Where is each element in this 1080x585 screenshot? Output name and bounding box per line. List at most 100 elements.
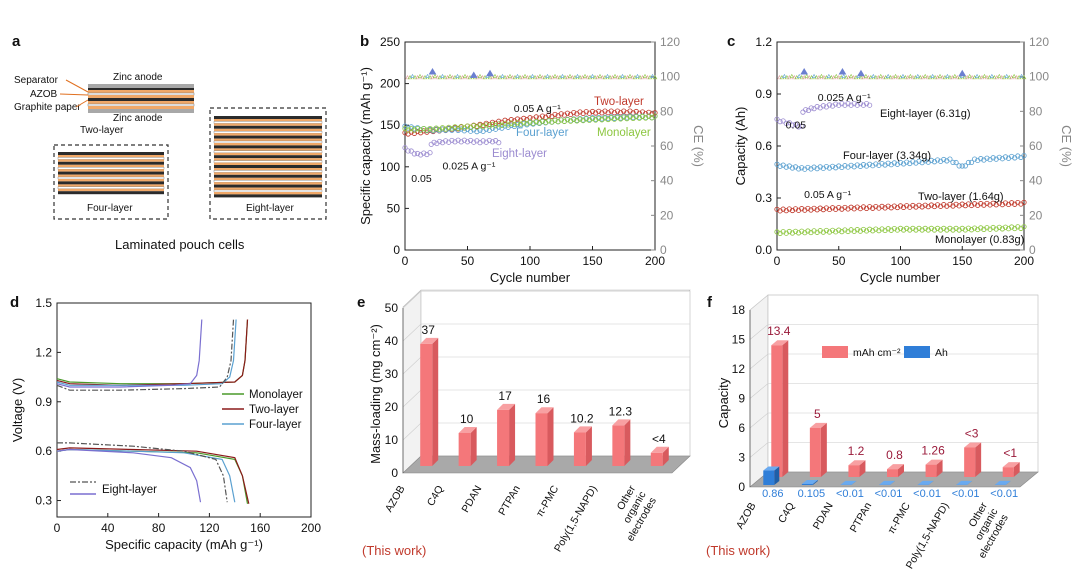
y-tick-label: 250 bbox=[380, 35, 400, 49]
y-tick-label: 0 bbox=[391, 466, 398, 480]
data-point bbox=[984, 155, 990, 161]
stack-layer bbox=[58, 152, 164, 155]
y-tick-label: 18 bbox=[732, 303, 746, 317]
gridline bbox=[749, 353, 1038, 370]
data-point bbox=[941, 156, 947, 163]
x-tick-label: 0 bbox=[54, 521, 61, 535]
data-point bbox=[845, 101, 851, 107]
ce-marker bbox=[848, 73, 854, 78]
ce-marker bbox=[435, 75, 440, 80]
ce-marker bbox=[791, 75, 797, 80]
data-point bbox=[508, 117, 514, 123]
bar-mah-side bbox=[859, 460, 866, 477]
data-point bbox=[897, 203, 904, 209]
stack-layer bbox=[58, 174, 164, 177]
panel-c-chart: c 0 50 100 150 200 0.0 0.3 0.6 0.9 1.2 0 20 40 60 80 10… bbox=[727, 33, 1074, 285]
data-point bbox=[571, 109, 577, 116]
data-point bbox=[583, 116, 589, 122]
data-point bbox=[564, 117, 571, 123]
data-point bbox=[483, 120, 489, 126]
series-label: Two-layer (1.64g) bbox=[918, 191, 1004, 203]
ce-marker bbox=[562, 75, 568, 80]
bar-side bbox=[585, 426, 592, 466]
y-tick-label: 12 bbox=[732, 362, 746, 376]
x-tick-label: 200 bbox=[645, 254, 665, 268]
data-point bbox=[786, 206, 792, 212]
ce-marker bbox=[974, 73, 980, 78]
data-point bbox=[799, 123, 805, 129]
data-label: 1.2 bbox=[848, 444, 865, 458]
category-label: Otherorganicelectrodes bbox=[955, 500, 1011, 560]
data-point bbox=[1002, 224, 1009, 230]
eight-layer-box bbox=[209, 107, 327, 220]
separator-callout: Separator bbox=[14, 75, 59, 86]
ce-marker bbox=[477, 73, 483, 78]
bar-mah-top bbox=[809, 422, 827, 428]
ce-marker bbox=[819, 73, 824, 78]
data-point bbox=[608, 108, 614, 114]
ce-marker bbox=[999, 75, 1005, 80]
panel-b-letter: b bbox=[360, 33, 369, 50]
stack-layer bbox=[214, 138, 322, 141]
bar-side bbox=[624, 419, 631, 466]
gridline bbox=[402, 323, 690, 342]
data-point bbox=[922, 202, 928, 208]
x-tick-label: 100 bbox=[520, 254, 540, 268]
data-point bbox=[971, 225, 978, 231]
y2-tick-label: 120 bbox=[660, 35, 680, 49]
data-point bbox=[928, 225, 934, 231]
data-point bbox=[953, 159, 959, 166]
panel-c-axes: 0 50 100 150 200 0.0 0.3 0.6 0.9 1.2 0 20 40 60 80 100 1… bbox=[755, 35, 1049, 268]
stack-layer bbox=[58, 169, 164, 172]
data-point bbox=[867, 102, 873, 108]
panel-c-y2label: CE (%) bbox=[1059, 125, 1074, 167]
data-point bbox=[910, 159, 916, 165]
data-point bbox=[589, 115, 596, 122]
data-label: 16 bbox=[537, 392, 551, 406]
stack-layer bbox=[214, 152, 322, 156]
data-point bbox=[854, 102, 860, 108]
data-point bbox=[539, 118, 546, 124]
data-label: 0.8 bbox=[886, 448, 903, 462]
data-point bbox=[854, 162, 860, 168]
panel-b-xlabel: Cycle number bbox=[490, 270, 571, 285]
data-label: <1 bbox=[1003, 446, 1017, 460]
bottom-zinc-anode-label: Zinc anode bbox=[113, 113, 163, 124]
data-point bbox=[811, 205, 817, 211]
stack-layer bbox=[213, 121, 323, 124]
ce-marker bbox=[930, 73, 935, 78]
data-point bbox=[480, 138, 486, 144]
ce-marker bbox=[910, 75, 916, 80]
data-point bbox=[1009, 224, 1015, 230]
bar bbox=[458, 433, 471, 466]
ce-marker bbox=[650, 73, 655, 78]
bar-mah-top bbox=[887, 464, 904, 470]
ce-spike-marker bbox=[486, 69, 494, 77]
data-point bbox=[486, 137, 492, 144]
data-point bbox=[996, 154, 1002, 160]
ce-marker bbox=[552, 73, 558, 78]
ce-marker bbox=[833, 73, 839, 78]
data-point bbox=[959, 225, 965, 231]
category-label: PTPAn bbox=[496, 483, 523, 517]
data-point bbox=[455, 137, 461, 143]
data-point bbox=[571, 116, 577, 123]
panel-d-frame bbox=[56, 302, 312, 518]
category-label: AZOB bbox=[383, 484, 408, 515]
data-point bbox=[446, 124, 452, 130]
data-point bbox=[829, 227, 836, 233]
ce-marker bbox=[969, 75, 975, 80]
data-point bbox=[854, 204, 860, 210]
ce-marker bbox=[507, 73, 513, 78]
panel-b-y2label: CE (%) bbox=[691, 125, 706, 167]
data-point bbox=[792, 206, 799, 212]
ce-marker bbox=[880, 75, 886, 80]
data-point bbox=[941, 225, 947, 231]
ce-spike-marker bbox=[469, 71, 478, 78]
data-point bbox=[1002, 200, 1009, 206]
ce-marker bbox=[858, 75, 864, 80]
y2-tick-label: 20 bbox=[1029, 208, 1043, 222]
data-point bbox=[805, 107, 812, 114]
bar-mah-side bbox=[936, 459, 943, 477]
